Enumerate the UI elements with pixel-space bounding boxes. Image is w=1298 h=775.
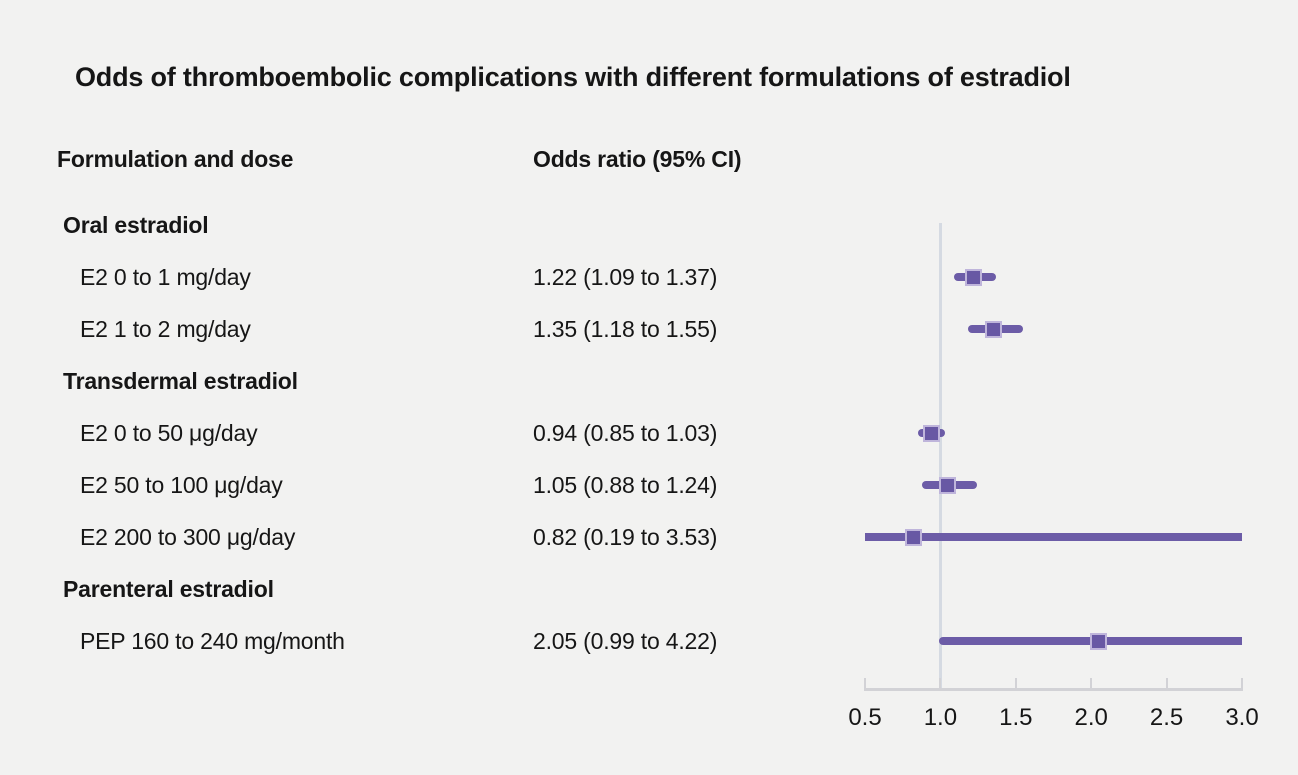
axis-tick: [1014, 678, 1017, 688]
axis-tick-label: 3.0: [1225, 704, 1259, 731]
row-label: E2 50 to 100 μg/day: [80, 471, 283, 498]
column-header-odds-ratio: Odds ratio (95% CI): [533, 146, 742, 172]
group-label: Oral estradiol: [63, 211, 209, 238]
axis-tick: [1165, 678, 1168, 688]
row-label: PEP 160 to 240 mg/month: [80, 627, 345, 654]
row-label: E2 200 to 300 μg/day: [80, 523, 296, 550]
odds-ratio-value: 1.22 (1.09 to 1.37): [533, 263, 718, 290]
axis-tick-label: 1.0: [923, 704, 958, 731]
point-estimate-marker: [939, 476, 957, 494]
axis-tick-label: 2.0: [1074, 704, 1108, 731]
chart-title: Odds of thromboembolic complications wit…: [75, 62, 1071, 92]
row-label: E2 0 to 1 mg/day: [80, 263, 251, 290]
axis-tick-label: 0.5: [848, 704, 882, 731]
point-estimate-marker: [1090, 632, 1108, 650]
column-header-formulation: Formulation and dose: [57, 146, 294, 172]
axis-tick: [1241, 678, 1243, 688]
group-label: Parenteral estradiol: [63, 575, 274, 602]
odds-ratio-value: 1.35 (1.18 to 1.55): [533, 315, 718, 342]
reference-line: [938, 223, 942, 689]
axis-tick-label: 2.5: [1149, 704, 1184, 731]
point-estimate-marker: [984, 320, 1002, 338]
axis-tick: [1090, 678, 1093, 688]
point-estimate-marker: [904, 528, 922, 546]
axis-tick: [864, 678, 866, 688]
odds-ratio-value: 2.05 (0.99 to 4.22): [533, 627, 718, 654]
odds-ratio-value: 1.05 (0.88 to 1.24): [533, 471, 718, 498]
x-axis-line: [864, 688, 1243, 691]
odds-ratio-value: 0.82 (0.19 to 3.53): [533, 523, 718, 550]
point-estimate-marker: [922, 424, 940, 442]
confidence-interval-bar: [865, 533, 1242, 541]
row-label: E2 0 to 50 μg/day: [80, 419, 258, 446]
point-estimate-marker: [965, 268, 983, 286]
odds-ratio-value: 0.94 (0.85 to 1.03): [533, 419, 718, 446]
row-label: E2 1 to 2 mg/day: [80, 315, 251, 342]
axis-tick-label: 1.5: [999, 704, 1033, 731]
group-label: Transdermal estradiol: [63, 367, 298, 394]
axis-tick: [939, 678, 942, 688]
